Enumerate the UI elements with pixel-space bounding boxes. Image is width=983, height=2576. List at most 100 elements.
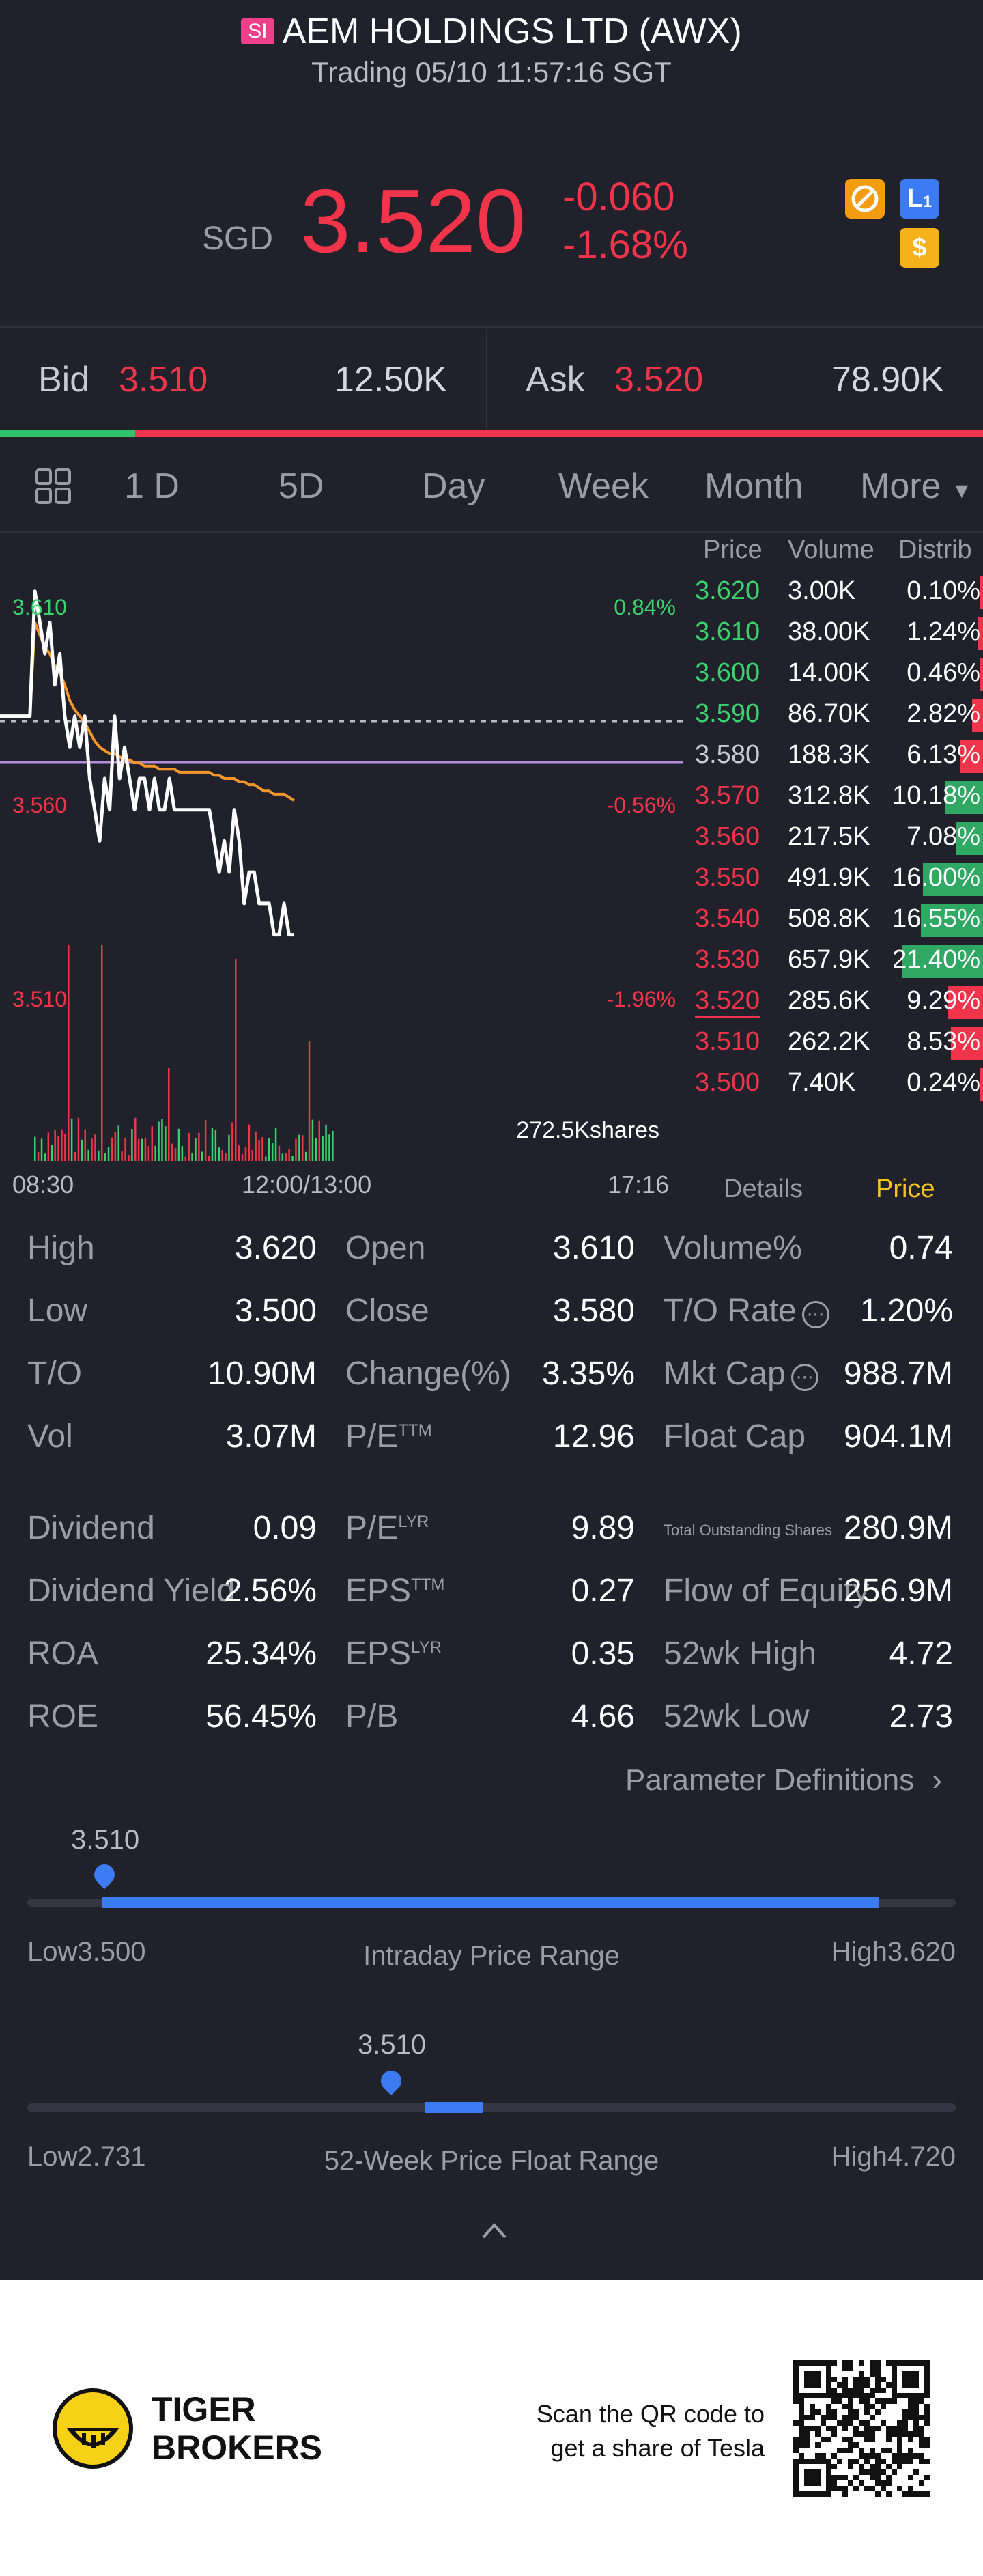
book-price: 3.530	[695, 945, 760, 974]
share-footer: TIGER BROKERS Scan the QR code to get a …	[0, 2280, 983, 2576]
week52-range-track	[27, 2103, 956, 2112]
book-row: 3.570 312.8K 10.18%	[683, 776, 983, 817]
week52-low: Low2.731	[27, 2142, 146, 2172]
volume-bar	[70, 1118, 73, 1161]
volume-bar	[285, 1153, 287, 1161]
tab-more[interactable]: More ▼	[860, 466, 973, 507]
y-label-high: 3.610	[12, 595, 67, 619]
no-disturb-icon[interactable]	[845, 179, 885, 219]
volume-bar	[261, 1137, 263, 1161]
volume-bar	[274, 1128, 277, 1161]
stat-value: 2.56%	[223, 1573, 317, 1609]
book-volume: 3.00K	[788, 576, 856, 605]
stat-value: 904.1M	[843, 1418, 953, 1455]
volume-bar	[238, 1145, 240, 1161]
tab-1d[interactable]: 1 D	[124, 466, 180, 506]
volume-bar	[198, 1132, 200, 1161]
stat-label: Dividend Yield	[27, 1573, 236, 1609]
brand-line2: BROKERS	[152, 2428, 323, 2467]
book-price: 3.570	[695, 781, 760, 810]
volume-bar	[61, 1129, 63, 1161]
volume-bar	[304, 1151, 307, 1161]
volume-bar	[295, 1138, 297, 1161]
volume-bar	[291, 1156, 294, 1161]
tab-month[interactable]: Month	[704, 466, 803, 506]
tab-details[interactable]: Details	[724, 1175, 803, 1203]
stat-label: Mkt Cap ⋯	[664, 1355, 818, 1392]
price-line	[0, 589, 294, 937]
time-mid: 12:00/13:00	[242, 1171, 372, 1199]
chevron-up-icon[interactable]	[481, 2220, 508, 2243]
tab-5d[interactable]: 5D	[279, 466, 324, 506]
more-info-icon[interactable]: ⋯	[801, 1301, 829, 1328]
book-price: 3.580	[695, 740, 760, 769]
volume-bar	[154, 1145, 156, 1161]
volume-bar	[244, 1147, 247, 1161]
book-row: 3.550 491.9K 16.00%	[683, 858, 983, 899]
volume-bar	[64, 1134, 66, 1161]
average-price-line	[0, 621, 295, 802]
book-row: 3.620 3.00K 0.10%	[683, 571, 983, 612]
tab-week[interactable]: Week	[558, 466, 649, 506]
book-distrib: 0.10%	[907, 576, 980, 605]
y-pct-low: -1.96%	[607, 987, 676, 1011]
stat-value: 3.35%	[541, 1356, 635, 1392]
qr-caption-line2: get a share of Tesla	[550, 2434, 765, 2462]
stat-value: 3.580	[552, 1293, 635, 1329]
stat-value: 56.45%	[205, 1698, 317, 1735]
book-distrib: 7.08%	[907, 822, 980, 851]
currency-label: SGD	[202, 221, 274, 257]
stat-value: 10.90M	[207, 1356, 317, 1392]
stat-value: 3.610	[552, 1230, 635, 1266]
volume-bar	[322, 1136, 324, 1161]
intraday-chart[interactable]: 3.610 3.560 3.510 0.84% -0.56% -1.96% 27…	[0, 533, 683, 1161]
dollar-icon[interactable]: $	[900, 228, 939, 268]
more-info-icon[interactable]: ⋯	[790, 1364, 818, 1391]
volume-bar	[168, 1068, 170, 1161]
stat-value: 12.96	[552, 1418, 635, 1455]
grid-icon[interactable]	[34, 467, 72, 509]
stat-value: 0.09	[253, 1510, 317, 1546]
book-distrib: 21.40%	[892, 945, 980, 974]
book-volume: 38.00K	[788, 617, 870, 646]
volume-bar	[171, 1143, 173, 1161]
distribution-bar	[980, 658, 983, 691]
volume-bar	[318, 1120, 320, 1161]
volume-bar	[158, 1121, 160, 1161]
tab-price[interactable]: Price	[876, 1175, 935, 1203]
stat-label: Volume%	[664, 1230, 802, 1266]
volume-bar	[181, 1146, 184, 1161]
stat-label: Close	[345, 1293, 429, 1329]
volume-bar	[278, 1145, 281, 1161]
tiger-logo-icon	[52, 2388, 134, 2473]
book-distrib: 2.82%	[907, 699, 980, 728]
book-volume: 86.70K	[788, 699, 870, 728]
volume-bar	[128, 1155, 130, 1161]
stat-value: 3.620	[234, 1230, 317, 1266]
change-percent: -1.68%	[562, 223, 688, 267]
book-header-price: Price	[703, 535, 763, 564]
stat-label: Low	[27, 1293, 88, 1329]
book-volume: 7.40K	[788, 1068, 856, 1097]
volume-bar	[315, 1138, 317, 1161]
book-distrib: 8.53%	[907, 1027, 980, 1056]
stat-value: 4.72	[889, 1636, 953, 1672]
brand-line1: TIGER	[152, 2390, 256, 2428]
volume-bar	[235, 959, 237, 1161]
book-row: 3.610 38.00K 1.24%	[683, 612, 983, 653]
bid-label: Bid	[38, 360, 90, 400]
volume-bar	[161, 1119, 163, 1161]
volume-bar	[211, 1128, 214, 1161]
book-price: 3.600	[695, 658, 760, 687]
stat-label: P/B	[345, 1698, 399, 1735]
distribution-bar	[960, 740, 983, 773]
distribution-bar	[944, 781, 983, 814]
stock-name: AEM HOLDINGS LTD (AWX)	[282, 12, 742, 51]
level1-icon[interactable]: L1	[900, 179, 939, 219]
tab-more-label: More	[860, 466, 941, 506]
market-badge: SI	[241, 18, 274, 44]
divider	[486, 329, 487, 430]
volume-bar	[34, 1136, 36, 1161]
parameter-definitions-link[interactable]: Parameter Definitions ›	[625, 1763, 942, 1797]
tab-day[interactable]: Day	[422, 466, 485, 506]
